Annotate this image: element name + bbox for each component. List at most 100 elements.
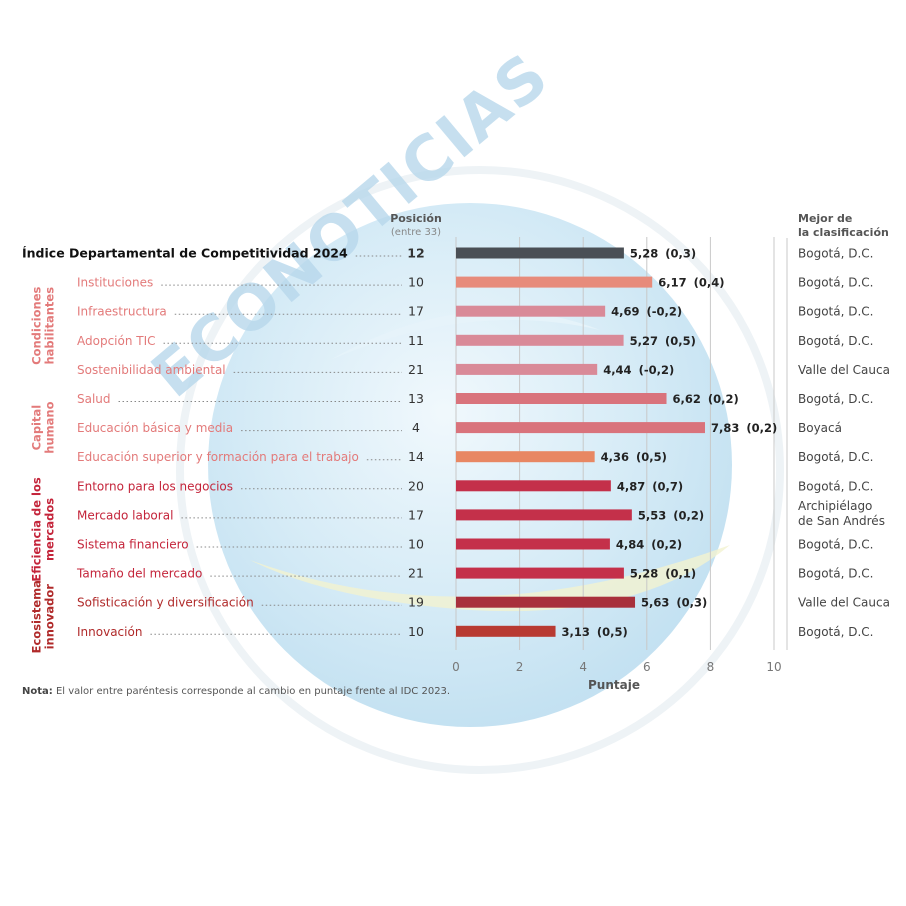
bar bbox=[456, 393, 667, 404]
value-label: 4,69 bbox=[611, 305, 639, 319]
bar bbox=[456, 451, 595, 463]
change-label: (0,3) bbox=[676, 596, 707, 610]
position-subheader: (entre 33) bbox=[391, 227, 441, 238]
group-label: humano bbox=[43, 401, 57, 453]
group-label: Ecosistema bbox=[30, 580, 44, 653]
position-value: 10 bbox=[408, 624, 424, 639]
change-label: (0,2) bbox=[708, 392, 739, 406]
group-label: habilitantes bbox=[43, 287, 57, 365]
value-label: 6,62 bbox=[673, 392, 701, 406]
position-value: 11 bbox=[408, 333, 424, 348]
row-label: Innovación bbox=[77, 625, 142, 639]
position-value: 20 bbox=[408, 478, 424, 493]
footnote-label: Nota: bbox=[22, 686, 53, 697]
x-tick-label: 2 bbox=[516, 660, 524, 674]
best-department: Bogotá, D.C. bbox=[798, 625, 873, 639]
row-label: Mercado laboral bbox=[77, 508, 173, 522]
value-label: 4,84 bbox=[616, 538, 644, 552]
value-label: 5,28 bbox=[630, 567, 658, 581]
bar bbox=[456, 422, 705, 434]
change-label: (0,2) bbox=[746, 421, 777, 435]
group-label: Condiciones bbox=[30, 287, 44, 365]
change-label: (0,2) bbox=[673, 508, 704, 522]
bar bbox=[456, 567, 624, 579]
row-label: Sostenibilidad ambiental bbox=[77, 363, 226, 377]
group-label: mercados bbox=[43, 498, 57, 561]
change-label: (0,2) bbox=[651, 538, 682, 552]
value-label: 5,63 bbox=[641, 596, 669, 610]
change-label: (0,5) bbox=[636, 450, 667, 464]
position-value: 14 bbox=[408, 449, 424, 464]
row-label: Tamaño del mercado bbox=[76, 567, 202, 581]
best-department: Bogotá, D.C. bbox=[798, 392, 873, 406]
row-label: Educación superior y formación para el t… bbox=[77, 450, 359, 464]
row-label: Educación básica y media bbox=[77, 421, 233, 435]
value-label: 4,44 bbox=[603, 363, 631, 377]
row-label: Instituciones bbox=[77, 276, 153, 290]
best-department: Valle del Cauca bbox=[798, 596, 890, 610]
value-label: 7,83 bbox=[711, 421, 739, 435]
change-label: (0,3) bbox=[665, 247, 696, 261]
change-label: (-0,2) bbox=[639, 363, 675, 377]
bar bbox=[456, 509, 632, 521]
bar bbox=[456, 363, 598, 375]
position-value: 21 bbox=[408, 362, 424, 377]
bar bbox=[456, 480, 611, 492]
value-label: 5,28 bbox=[630, 247, 658, 261]
best-department: de San Andrés bbox=[798, 514, 885, 528]
row-label: Salud bbox=[77, 392, 111, 406]
position-value: 10 bbox=[408, 537, 424, 552]
row-label: Adopción TIC bbox=[77, 334, 156, 348]
best-department: Bogotá, D.C. bbox=[798, 567, 873, 581]
position-value: 17 bbox=[408, 304, 424, 319]
change-label: (-0,2) bbox=[647, 305, 683, 319]
position-value: 17 bbox=[408, 507, 424, 522]
value-label: 4,36 bbox=[601, 450, 629, 464]
position-value: 19 bbox=[408, 595, 424, 610]
value-label: 5,53 bbox=[638, 508, 666, 522]
row-label: Sistema financiero bbox=[77, 538, 189, 552]
change-label: (0,5) bbox=[665, 334, 696, 348]
position-value: 13 bbox=[408, 391, 424, 406]
best-department: Bogotá, D.C. bbox=[798, 276, 873, 290]
position-value: 10 bbox=[408, 275, 424, 290]
position-value: 21 bbox=[408, 566, 424, 581]
best-department: Bogotá, D.C. bbox=[798, 479, 873, 493]
bar bbox=[456, 305, 606, 317]
bar bbox=[456, 596, 636, 608]
group-label: Eficiencia de los bbox=[30, 477, 44, 582]
row-label: Entorno para los negocios bbox=[77, 479, 233, 493]
value-label: 6,17 bbox=[658, 276, 686, 290]
x-tick-label: 10 bbox=[766, 660, 781, 674]
value-label: 5,27 bbox=[630, 334, 658, 348]
x-axis-title: Puntaje bbox=[588, 678, 640, 692]
row-label: Infraestructura bbox=[77, 305, 167, 319]
bar bbox=[456, 538, 610, 550]
bar bbox=[456, 334, 624, 346]
best-department: Archipiélago bbox=[798, 499, 872, 513]
bar bbox=[456, 247, 624, 259]
x-tick-label: 0 bbox=[452, 660, 460, 674]
position-value: 4 bbox=[412, 420, 420, 435]
x-tick-label: 6 bbox=[643, 660, 651, 674]
best-department: Bogotá, D.C. bbox=[798, 450, 873, 464]
index-label: Índice Departamental de Competitividad 2… bbox=[22, 246, 348, 261]
change-label: (0,4) bbox=[694, 276, 725, 290]
footnote-text: El valor entre paréntesis corresponde al… bbox=[52, 686, 451, 697]
footnote: Nota: El valor entre paréntesis correspo… bbox=[22, 686, 450, 697]
change-label: (0,5) bbox=[597, 625, 628, 639]
group-label: Capital bbox=[30, 405, 44, 451]
value-label: 3,13 bbox=[562, 625, 590, 639]
best-department: Bogotá, D.C. bbox=[798, 538, 873, 552]
bar bbox=[456, 625, 556, 637]
value-label: 4,87 bbox=[617, 479, 645, 493]
position-header: Posición bbox=[390, 212, 442, 225]
best-department: Valle del Cauca bbox=[798, 363, 890, 377]
best-department: Boyacá bbox=[798, 421, 842, 435]
best-header: Mejor de bbox=[798, 212, 852, 225]
x-tick-label: 4 bbox=[579, 660, 587, 674]
best-department: Bogotá, D.C. bbox=[798, 247, 873, 261]
best-department: Bogotá, D.C. bbox=[798, 334, 873, 348]
